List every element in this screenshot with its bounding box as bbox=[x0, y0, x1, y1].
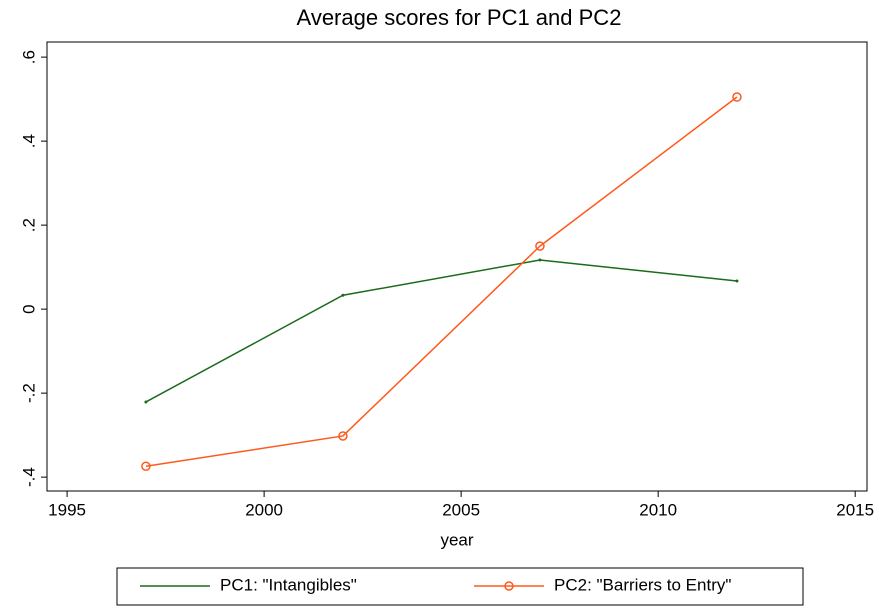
y-tick-label: .2 bbox=[19, 218, 38, 232]
y-tick-label: -.4 bbox=[19, 467, 38, 487]
legend-label: PC2: "Barriers to Entry" bbox=[554, 575, 731, 594]
chart-title: Average scores for PC1 and PC2 bbox=[297, 5, 622, 30]
x-tick-label: 2000 bbox=[245, 500, 283, 519]
series-marker bbox=[732, 92, 742, 102]
y-tick-label: .4 bbox=[19, 134, 38, 148]
y-tick-label: .6 bbox=[19, 50, 38, 64]
series-marker bbox=[538, 258, 542, 262]
series-line bbox=[145, 259, 738, 403]
series-marker bbox=[144, 400, 148, 404]
legend-marker bbox=[504, 581, 514, 591]
x-tick-label: 2015 bbox=[836, 500, 874, 519]
y-tick-label: 0 bbox=[19, 304, 38, 313]
x-tick-label: 2005 bbox=[442, 500, 480, 519]
series-marker bbox=[735, 279, 739, 283]
legend-label: PC1: "Intangibles" bbox=[220, 575, 357, 594]
x-axis-label: year bbox=[440, 530, 473, 549]
legend-box bbox=[116, 567, 804, 606]
series-marker bbox=[535, 241, 545, 251]
y-tick-label: -.2 bbox=[19, 383, 38, 403]
series-line bbox=[145, 96, 738, 467]
x-tick-label: 1995 bbox=[48, 500, 86, 519]
series-marker bbox=[341, 293, 345, 297]
series-marker bbox=[338, 431, 348, 441]
series-marker bbox=[141, 461, 151, 471]
plot-frame bbox=[46, 41, 868, 492]
x-tick-label: 2010 bbox=[639, 500, 677, 519]
